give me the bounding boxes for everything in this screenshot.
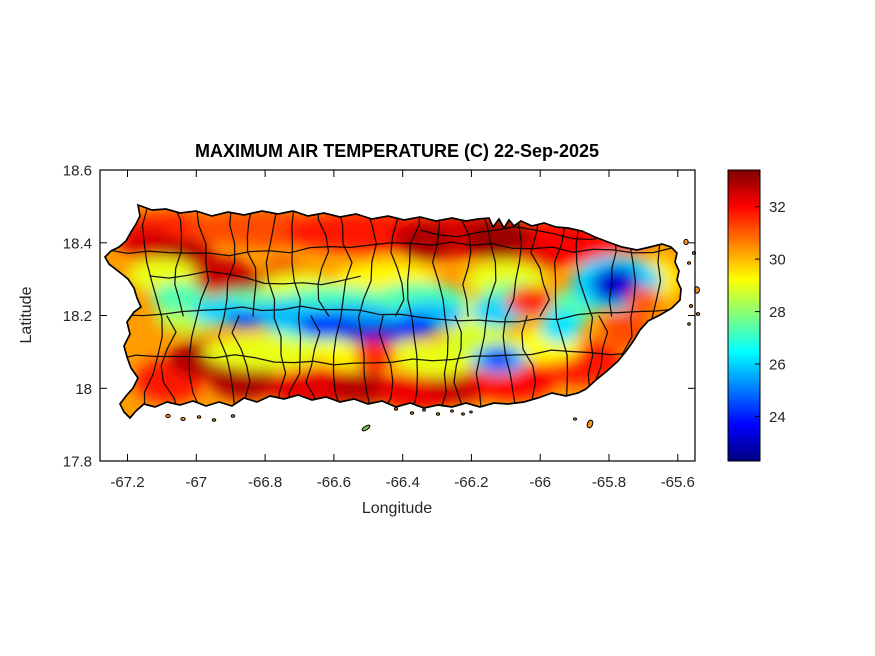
temperature-blob: [354, 339, 396, 372]
x-tick-label: -65.6: [661, 474, 695, 491]
municipality-border: [231, 315, 251, 418]
offshore-islet: [688, 304, 694, 308]
y-tick-label: 18: [75, 381, 92, 398]
offshore-islets: [165, 238, 701, 432]
municipality-border: [105, 305, 681, 323]
colorbar-tick-label: 30: [769, 252, 786, 269]
x-tick-label: -66.2: [454, 474, 488, 491]
colorbar-ticks: 24 26 28 30 32: [755, 199, 786, 426]
y-tick-label: 18.6: [63, 163, 92, 180]
chart-title: MAXIMUM AIR TEMPERATURE (C) 22-Sep-2025: [195, 141, 599, 161]
offshore-islet: [393, 407, 399, 411]
x-tick-label: -67.2: [110, 474, 144, 491]
colorbar-tick-label: 28: [769, 304, 786, 321]
municipality-border: [149, 270, 361, 286]
temperature-blob: [203, 333, 327, 371]
x-tick-label: -66.6: [317, 474, 351, 491]
offshore-islet: [687, 261, 691, 265]
offshore-islet: [683, 238, 689, 246]
offshore-islet: [469, 410, 473, 414]
offshore-islet: [695, 312, 701, 316]
y-tick-label: 18.2: [63, 308, 92, 325]
x-axis-label: Longitude: [362, 500, 432, 517]
offshore-islet: [409, 411, 415, 415]
colorbar-tick-label: 24: [769, 409, 786, 426]
offshore-islet: [165, 413, 171, 419]
temperature-blob: [540, 310, 582, 343]
x-tick-label: -66: [529, 474, 551, 491]
y-tick-label: 17.8: [63, 454, 92, 471]
municipality-border: [419, 226, 611, 241]
x-tick-label: -66.4: [386, 474, 420, 491]
municipality-border: [378, 315, 394, 418]
x-tick-label: -67: [185, 474, 207, 491]
temperature-blob: [591, 266, 641, 303]
colorbar-tick-label: 26: [769, 357, 786, 374]
temperature-blob: [464, 219, 534, 260]
temperature-blob: [330, 371, 393, 405]
offshore-islet: [422, 408, 426, 412]
offshore-islet: [450, 409, 454, 413]
x-tick-label: -66.8: [248, 474, 282, 491]
offshore-islet: [573, 417, 577, 421]
offshore-islet: [211, 418, 217, 422]
offshore-islet: [230, 414, 236, 418]
temperature-blob: [505, 286, 554, 316]
temperature-blob: [227, 310, 262, 329]
offshore-islet-caja-de-muertos: [361, 424, 371, 432]
y-axis: 18.6 18.4 18.2 18 17.8: [63, 163, 695, 471]
temperature-field: [105, 205, 681, 418]
offshore-islet: [586, 419, 594, 429]
temperature-blob: [337, 322, 413, 345]
municipality-border: [453, 315, 467, 418]
municipality-border: [160, 315, 179, 418]
municipality-border: [115, 349, 681, 366]
x-tick-label: -65.8: [592, 474, 626, 491]
municipality-border: [521, 315, 537, 418]
offshore-islet: [180, 417, 186, 421]
municipality-border: [305, 315, 322, 418]
x-axis: -67.2 -67 -66.8 -66.6 -66.4 -66.2 -66 -65.8 -65.…: [110, 170, 695, 491]
municipality-border: [431, 205, 449, 418]
offshore-islet: [687, 322, 691, 326]
y-axis-label: Latitude: [18, 286, 35, 343]
offshore-islet: [196, 415, 202, 419]
y-tick-label: 18.4: [63, 235, 92, 252]
colorbar-tick-label: 32: [769, 199, 786, 216]
temperature-blob: [210, 362, 279, 400]
temperature-blob: [399, 224, 455, 261]
offshore-islet: [435, 412, 441, 416]
colorbar: [727, 169, 761, 462]
temperature-blob: [483, 349, 515, 370]
municipality-border: [107, 241, 681, 257]
offshore-islet: [461, 412, 465, 416]
temperature-blob: [395, 315, 437, 338]
